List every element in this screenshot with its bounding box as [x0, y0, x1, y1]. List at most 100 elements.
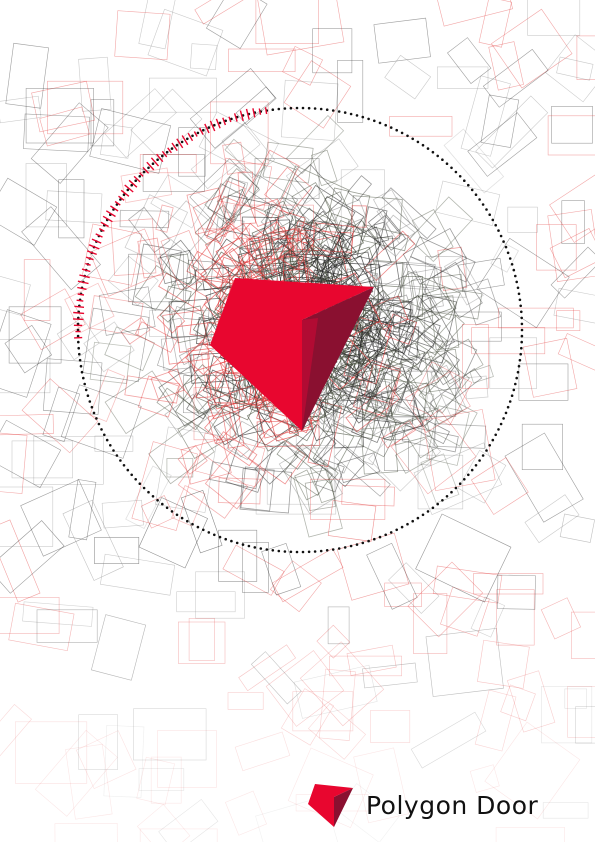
pattern-rect — [130, 88, 203, 161]
ring-dot — [165, 150, 169, 154]
ring-dot — [289, 550, 293, 554]
pattern-rect — [137, 375, 180, 418]
pattern-rect — [424, 311, 502, 342]
pattern-rect — [64, 282, 115, 333]
ring-dot — [126, 468, 130, 472]
pattern-rect — [221, 122, 276, 179]
ring-dot — [207, 126, 211, 129]
ring-dot — [517, 292, 521, 296]
pattern-rect — [317, 395, 372, 436]
ring-dot — [151, 495, 155, 498]
pattern-rect — [362, 417, 391, 466]
pattern-rect — [435, 180, 501, 226]
pattern-rect — [207, 183, 248, 223]
ring-dot — [92, 411, 96, 415]
pattern-rect — [47, 80, 124, 135]
pattern-rect — [30, 102, 109, 184]
pattern-rect — [138, 0, 178, 50]
ring-dot — [156, 499, 159, 502]
pattern-rect — [482, 48, 549, 108]
ring-dot — [502, 240, 505, 243]
pattern-rect — [89, 341, 132, 384]
polygon-front-face — [210, 278, 374, 431]
pattern-rect — [134, 265, 178, 311]
ring-tick — [222, 117, 227, 126]
ring-dot — [100, 428, 103, 431]
pattern-rect — [204, 167, 260, 225]
pattern-rect — [299, 641, 385, 727]
pattern-rect — [23, 113, 90, 153]
pattern-rect — [83, 321, 135, 373]
ring-dot — [175, 143, 179, 147]
ring-dot — [378, 535, 382, 539]
pattern-rect — [254, 158, 320, 199]
ring-tick — [98, 227, 105, 232]
ring-dot — [485, 449, 488, 452]
ring-dot — [519, 352, 522, 356]
pattern-rect — [521, 423, 564, 471]
ring-dot — [431, 150, 435, 154]
ring-dot — [301, 106, 305, 110]
ring-dot — [441, 499, 444, 502]
pattern-rect — [124, 194, 189, 266]
pattern-rect — [417, 295, 457, 330]
ring-dot — [426, 147, 430, 150]
pattern-rect — [394, 437, 437, 474]
pattern-rect — [124, 375, 181, 404]
pattern-rect — [186, 187, 228, 235]
pattern-rect — [0, 519, 41, 603]
ring-dot — [481, 203, 485, 206]
pattern-rect — [420, 296, 456, 348]
pattern-rect — [408, 196, 474, 263]
pattern-rect — [254, 441, 299, 485]
ring-dot — [367, 539, 370, 543]
pattern-rect — [559, 513, 595, 543]
ring-dot — [494, 433, 498, 437]
ring-tick — [124, 184, 134, 193]
pattern-rect — [0, 309, 52, 398]
ring-dot — [373, 537, 376, 541]
pattern-rect — [138, 768, 185, 791]
ring-dot — [515, 376, 518, 380]
pattern-rect — [557, 333, 595, 372]
pattern-rect — [217, 477, 262, 505]
pattern-rect — [215, 256, 245, 286]
pattern-rect — [220, 403, 245, 449]
pattern-rect — [462, 278, 502, 326]
pattern-rect — [225, 435, 274, 493]
ring-dot — [517, 364, 521, 368]
pattern-rect — [194, 0, 254, 25]
pattern-rect — [553, 288, 595, 330]
ring-dot — [130, 473, 133, 477]
pattern-rect — [547, 115, 595, 156]
pattern-rect — [156, 387, 207, 431]
pattern-rect — [36, 609, 98, 643]
ring-dot — [519, 304, 522, 308]
pattern-rect — [215, 431, 258, 467]
pattern-rect — [247, 428, 306, 485]
pattern-rect — [239, 468, 293, 514]
pattern-rect — [283, 450, 334, 497]
pattern-rect — [8, 602, 75, 652]
pattern-rect — [255, 0, 319, 44]
ring-dot — [355, 114, 359, 117]
ring-dot — [247, 544, 251, 548]
pattern-rect — [192, 195, 234, 237]
ring-dot — [463, 478, 466, 481]
ring-dot — [76, 334, 80, 338]
ring-dot — [361, 541, 365, 545]
pattern-rect — [540, 597, 582, 640]
ring-tick — [156, 153, 164, 163]
pattern-rect — [496, 589, 535, 646]
ring-dot — [142, 170, 146, 174]
ring-dot — [253, 546, 257, 549]
pattern-rect — [353, 747, 409, 824]
pattern-rect — [375, 321, 414, 355]
pattern-rect — [217, 157, 273, 210]
ring-tick — [91, 238, 102, 244]
pattern-rect — [312, 28, 353, 74]
pattern-rect — [384, 54, 432, 100]
pattern-rect — [304, 478, 336, 512]
ring-dot — [343, 546, 347, 549]
